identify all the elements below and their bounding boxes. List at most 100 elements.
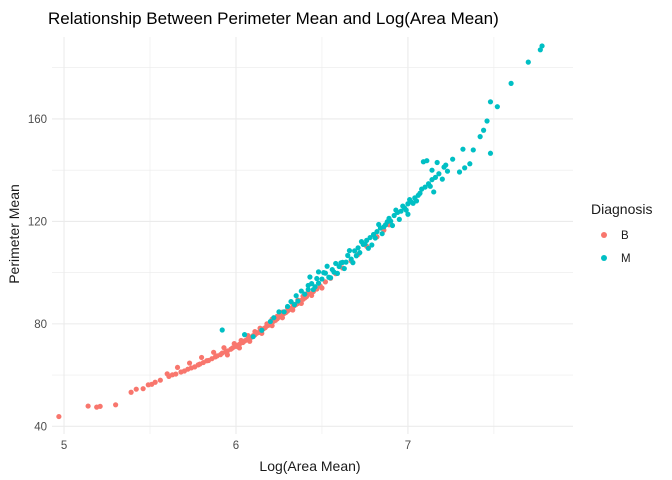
data-point (407, 197, 413, 203)
data-point (279, 315, 286, 321)
data-point (391, 212, 397, 219)
data-point (302, 291, 308, 297)
data-point (462, 165, 468, 171)
y-tick-label: 80 (34, 319, 47, 331)
data-point (128, 389, 134, 395)
data-point (386, 215, 392, 221)
x-axis-title: Log(Area Mean) (259, 458, 360, 474)
data-point (358, 239, 365, 245)
data-point (291, 302, 298, 308)
data-point (298, 288, 304, 294)
data-point (173, 371, 179, 377)
x-axis-ticks: 5 6 7 (61, 440, 411, 452)
data-point (487, 150, 494, 156)
x-tick-label: 5 (61, 440, 67, 452)
data-point (333, 260, 339, 267)
data-point (250, 334, 256, 340)
data-point (290, 307, 296, 313)
data-points (56, 43, 545, 420)
data-point (164, 371, 170, 377)
data-point (85, 403, 91, 409)
data-point (372, 235, 378, 241)
series-B (56, 222, 392, 420)
data-point (467, 161, 473, 167)
legend: Diagnosis BM (591, 201, 652, 265)
data-point (477, 134, 483, 140)
chart-title: Relationship Between Perimeter Mean and … (48, 9, 499, 28)
data-point (157, 377, 163, 383)
series-M (219, 43, 545, 340)
data-point (231, 340, 237, 347)
y-axis-title: Perimeter Mean (6, 184, 22, 284)
data-point (321, 270, 327, 276)
data-point (396, 216, 402, 222)
x-tick-label: 7 (405, 440, 411, 452)
data-point (379, 231, 385, 237)
gridlines (52, 37, 573, 434)
data-point (315, 269, 322, 275)
data-point (140, 386, 146, 392)
data-point (238, 337, 244, 344)
data-point (353, 253, 359, 259)
legend-label-B: B (621, 230, 629, 242)
data-point (444, 168, 451, 174)
data-point (355, 245, 361, 251)
data-point (345, 252, 351, 259)
data-point (198, 354, 205, 361)
data-point (427, 183, 433, 189)
data-point (431, 189, 437, 195)
data-point (343, 259, 349, 265)
data-point (434, 159, 440, 166)
data-point (252, 328, 258, 335)
y-tick-label: 40 (34, 421, 47, 433)
data-point (288, 298, 294, 305)
data-point (236, 345, 243, 351)
data-point (186, 360, 193, 366)
data-point (424, 158, 430, 164)
data-point (224, 352, 230, 358)
data-point (429, 167, 435, 173)
data-point (441, 164, 447, 170)
data-point (352, 248, 358, 254)
data-point (259, 327, 265, 333)
data-point (267, 318, 273, 325)
data-point (450, 156, 456, 162)
data-point (319, 285, 325, 291)
data-point (241, 332, 248, 338)
data-point (422, 184, 428, 190)
legend-label-M: M (621, 253, 631, 265)
data-point (432, 174, 439, 180)
data-point (314, 275, 320, 282)
data-point (341, 265, 347, 272)
data-point (334, 270, 341, 277)
data-point (322, 279, 328, 285)
data-point (365, 245, 371, 251)
data-point (460, 146, 466, 152)
x-tick-label: 6 (233, 440, 239, 452)
data-point (484, 118, 490, 124)
data-point (346, 248, 353, 254)
data-point (393, 207, 399, 213)
data-point (113, 402, 119, 408)
legend-key-B (601, 232, 607, 238)
plot-panel (52, 37, 573, 434)
data-point (417, 190, 423, 196)
data-point (269, 323, 275, 329)
data-point (312, 284, 318, 290)
data-point (389, 222, 396, 229)
data-point (456, 169, 463, 175)
data-point (174, 364, 181, 371)
data-point (436, 171, 442, 177)
data-point (271, 315, 277, 321)
data-point (247, 338, 253, 344)
data-point (56, 413, 62, 420)
data-point (374, 229, 380, 235)
data-point (219, 327, 225, 333)
data-point (508, 80, 514, 86)
data-point (221, 345, 227, 351)
data-point (133, 386, 139, 392)
data-point (480, 127, 487, 133)
data-point (487, 99, 494, 105)
